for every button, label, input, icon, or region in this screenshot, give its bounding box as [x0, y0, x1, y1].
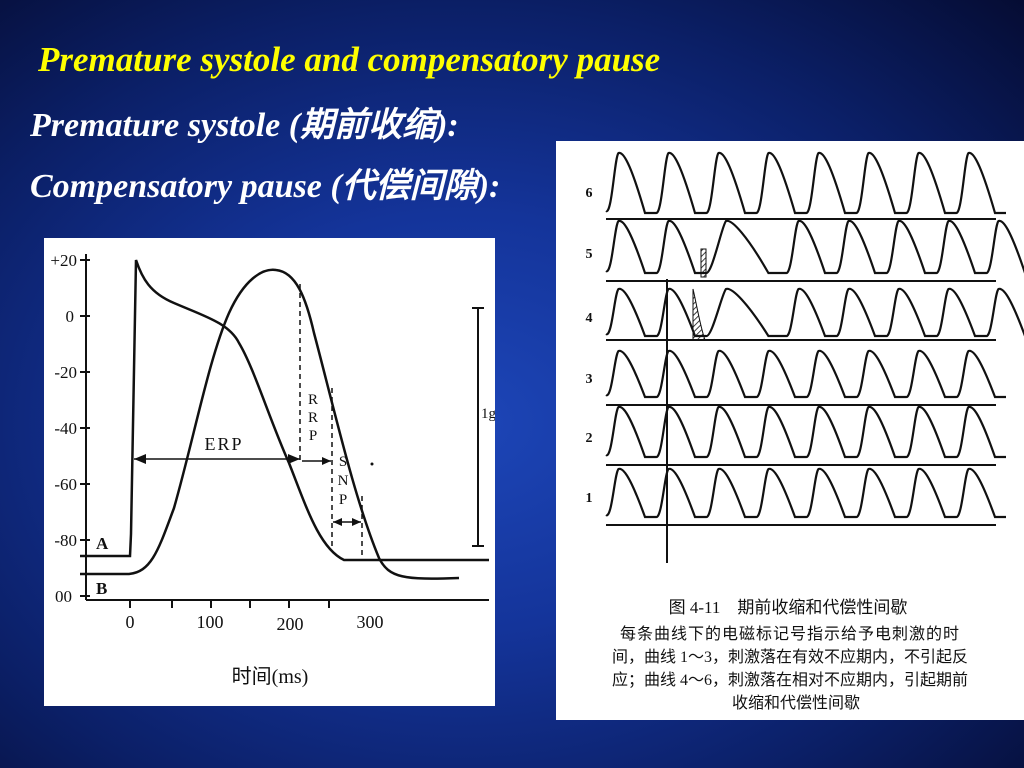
trace-number: 6	[586, 186, 593, 201]
contraction-trace	[604, 287, 1024, 338]
contraction-curve-b	[80, 268, 460, 580]
contraction-trace	[604, 467, 1006, 519]
premature-systole-label: Premature systole (	[30, 107, 301, 144]
x-axis-label: 时间(ms)	[232, 665, 309, 688]
snp-arrow-head-right	[352, 518, 361, 526]
stray-dot	[370, 462, 374, 466]
trace-4-hatch	[692, 288, 706, 341]
x-tick-label: 100	[197, 612, 224, 632]
slide-title: Premature systole and compensatory pause	[38, 40, 661, 79]
snp-arrow-head-left	[333, 518, 342, 526]
y-tick-label: +20	[50, 251, 77, 270]
scale-bar-label: 1g	[481, 406, 495, 422]
x-tick-label: 200	[277, 614, 304, 634]
rrp-letter: R	[308, 410, 318, 426]
y-tick-label: -80	[54, 531, 77, 550]
compensatory-pause-heading: Compensatory pause (代偿间隙):	[30, 158, 500, 207]
trace-number: 2	[586, 431, 593, 446]
x-tick-label: 300	[357, 612, 384, 632]
premature-systole-heading: Premature systole (期前收缩):	[30, 97, 459, 146]
contraction-trace	[604, 151, 1006, 215]
trace-5-hatch	[700, 248, 707, 278]
rrp-arrow-head	[322, 457, 331, 465]
premature-systole-cn: 期前收缩	[300, 107, 437, 144]
figure-caption-line: 应；曲线 4～6，刺激落在相对不应期内，引起期前	[612, 670, 968, 689]
compensatory-pause-cn: 代偿间隙	[341, 168, 478, 205]
rrp-letter: P	[309, 428, 317, 444]
figure-caption-line: 收缩和代偿性间歇	[732, 694, 860, 712]
traces-diagram: 6 5 4 3 2 1 图 4-11 期前收缩和代偿性间歇 每条曲线下的电磁标记…	[586, 151, 1024, 712]
x-axis-ticks	[129, 600, 330, 608]
y-tick-label: 00	[55, 587, 72, 606]
trace-group	[604, 151, 1024, 526]
y-tick-label: -20	[54, 363, 77, 382]
trace-number: 5	[586, 247, 593, 262]
y-tick-label: -40	[54, 419, 77, 438]
erp-arrow-head-left	[134, 454, 146, 464]
compensatory-pause-label: Compensatory pause (	[30, 168, 342, 205]
contraction-trace	[604, 219, 1024, 275]
figure-caption-line: 每条曲线下的电磁标记号指示给予电刺激的时	[620, 625, 960, 643]
contraction-trace	[604, 349, 1006, 399]
figure-caption-line: 间，曲线 1～3，刺激落在有效不应期内，不引起反	[612, 647, 968, 666]
curve-b-label: B	[96, 579, 107, 598]
trace-number: 1	[586, 491, 593, 506]
trace-number: 3	[586, 372, 593, 387]
action-potential-diagram: +20 0 -20 -40 -60 -80 00 0 100 200 300 时…	[50, 251, 496, 688]
erp-arrow-head-right	[288, 454, 300, 464]
action-potential-curve-a	[80, 259, 489, 562]
erp-label: ERP	[204, 434, 243, 454]
contraction-trace	[604, 405, 1006, 459]
x-tick-label: 0	[126, 612, 135, 632]
y-tick-label: 0	[66, 307, 75, 326]
y-tick-label: -60	[54, 475, 77, 494]
trace-number: 4	[586, 311, 593, 326]
premature-systole-end: ):	[436, 107, 459, 144]
snp-letter: P	[339, 492, 347, 508]
y-axis-ticks	[80, 259, 90, 597]
premature-systole-figure: 6 5 4 3 2 1 图 4-11 期前收缩和代偿性间歇 每条曲线下的电磁标记…	[556, 141, 1024, 720]
snp-letter: S	[339, 454, 347, 470]
snp-letter: N	[338, 473, 349, 489]
rrp-letter: R	[308, 392, 318, 408]
figure-caption-title: 图 4-11 期前收缩和代偿性间歇	[669, 598, 908, 617]
action-potential-figure: +20 0 -20 -40 -60 -80 00 0 100 200 300 时…	[44, 238, 497, 706]
compensatory-pause-end: ):	[477, 168, 501, 205]
curve-a-label: A	[96, 534, 109, 553]
